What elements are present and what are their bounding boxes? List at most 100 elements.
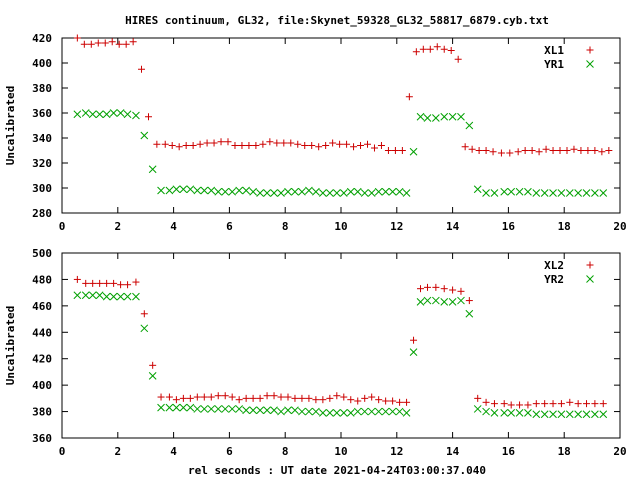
data-point — [193, 186, 202, 195]
data-point — [193, 405, 202, 413]
legend-label: YR2 — [544, 273, 564, 286]
data-point — [95, 110, 104, 119]
data-point — [367, 189, 376, 197]
data-point — [102, 292, 111, 301]
data-point — [583, 400, 591, 408]
data-point — [454, 55, 462, 63]
x-tick-label: 20 — [613, 220, 626, 233]
data-point — [374, 407, 383, 416]
data-point — [238, 142, 246, 149]
data-point — [224, 138, 232, 146]
data-point — [521, 147, 529, 154]
data-point — [605, 147, 613, 154]
data-point — [343, 140, 351, 148]
x-tick-label: 12 — [390, 220, 403, 233]
data-point — [102, 110, 111, 119]
data-point — [482, 398, 490, 406]
data-point — [214, 187, 223, 196]
data-point — [473, 185, 482, 194]
data-point — [82, 279, 90, 287]
data-point — [193, 393, 201, 401]
data-point — [80, 40, 88, 48]
data-point — [447, 47, 455, 54]
data-point — [172, 185, 181, 194]
data-point — [577, 147, 585, 154]
x-tick-label: 18 — [558, 445, 571, 458]
data-point — [396, 398, 404, 406]
data-point — [231, 142, 239, 149]
x-tick-label: 4 — [170, 445, 177, 458]
data-point — [340, 393, 348, 401]
data-point — [165, 393, 173, 401]
data-point — [325, 409, 334, 417]
data-point — [207, 393, 215, 401]
data-point — [221, 187, 230, 196]
x-tick-label: 18 — [558, 220, 571, 233]
data-point — [103, 279, 111, 287]
data-point — [259, 140, 267, 148]
data-point — [482, 147, 490, 154]
data-point — [388, 407, 397, 416]
data-point — [242, 186, 250, 195]
data-point — [168, 142, 176, 149]
data-point — [475, 147, 483, 154]
data-point — [353, 187, 362, 196]
x-tick-label: 14 — [446, 445, 460, 458]
data-point — [426, 45, 434, 53]
data-point — [196, 140, 204, 148]
data-point — [489, 148, 497, 156]
x-tick-label: 20 — [613, 445, 626, 458]
data-point — [186, 394, 194, 402]
data-point — [175, 143, 183, 151]
data-point — [549, 147, 557, 154]
data-point — [124, 281, 132, 289]
data-point — [423, 296, 432, 305]
data-point — [263, 392, 271, 400]
data-point — [591, 189, 599, 197]
x-tick-label: 8 — [282, 445, 289, 458]
data-point — [566, 398, 574, 406]
data-point — [200, 405, 209, 413]
data-point — [329, 139, 337, 147]
bottom-panel: 0 2 4 6 8 10 12 14 16 18 20 360 380 400 420 440 460 480 50… — [4, 247, 627, 458]
data-point — [391, 147, 399, 154]
x-tick-label: 6 — [226, 220, 233, 233]
data-point — [506, 149, 514, 157]
y-tick-label: 280 — [32, 207, 52, 220]
data-point — [599, 189, 608, 197]
data-point — [287, 139, 295, 147]
data-point — [339, 189, 348, 197]
data-point — [110, 279, 118, 287]
data-point — [557, 189, 566, 197]
data-point — [490, 189, 499, 197]
data-point — [433, 43, 441, 51]
data-point — [298, 187, 306, 196]
data-point — [249, 187, 257, 196]
data-point — [465, 121, 474, 130]
data-point — [270, 406, 278, 415]
data-point — [179, 394, 187, 402]
data-point — [350, 143, 358, 151]
data-point — [598, 148, 606, 156]
data-point — [228, 405, 237, 413]
data-point — [333, 392, 341, 400]
data-point — [507, 401, 515, 409]
data-point — [96, 279, 104, 287]
data-point — [347, 396, 355, 404]
legend-marker — [586, 60, 594, 68]
data-point — [291, 406, 299, 415]
data-point — [375, 396, 383, 404]
data-point — [157, 186, 165, 195]
data-point — [277, 189, 285, 197]
data-point — [214, 405, 223, 413]
data-point — [482, 407, 490, 416]
data-point — [157, 403, 165, 412]
data-point — [263, 189, 271, 197]
legend-label: XL1 — [544, 44, 564, 57]
data-point — [129, 38, 137, 46]
data-point — [490, 409, 499, 417]
data-point — [291, 187, 299, 196]
data-point — [381, 187, 390, 196]
data-point — [591, 147, 599, 154]
